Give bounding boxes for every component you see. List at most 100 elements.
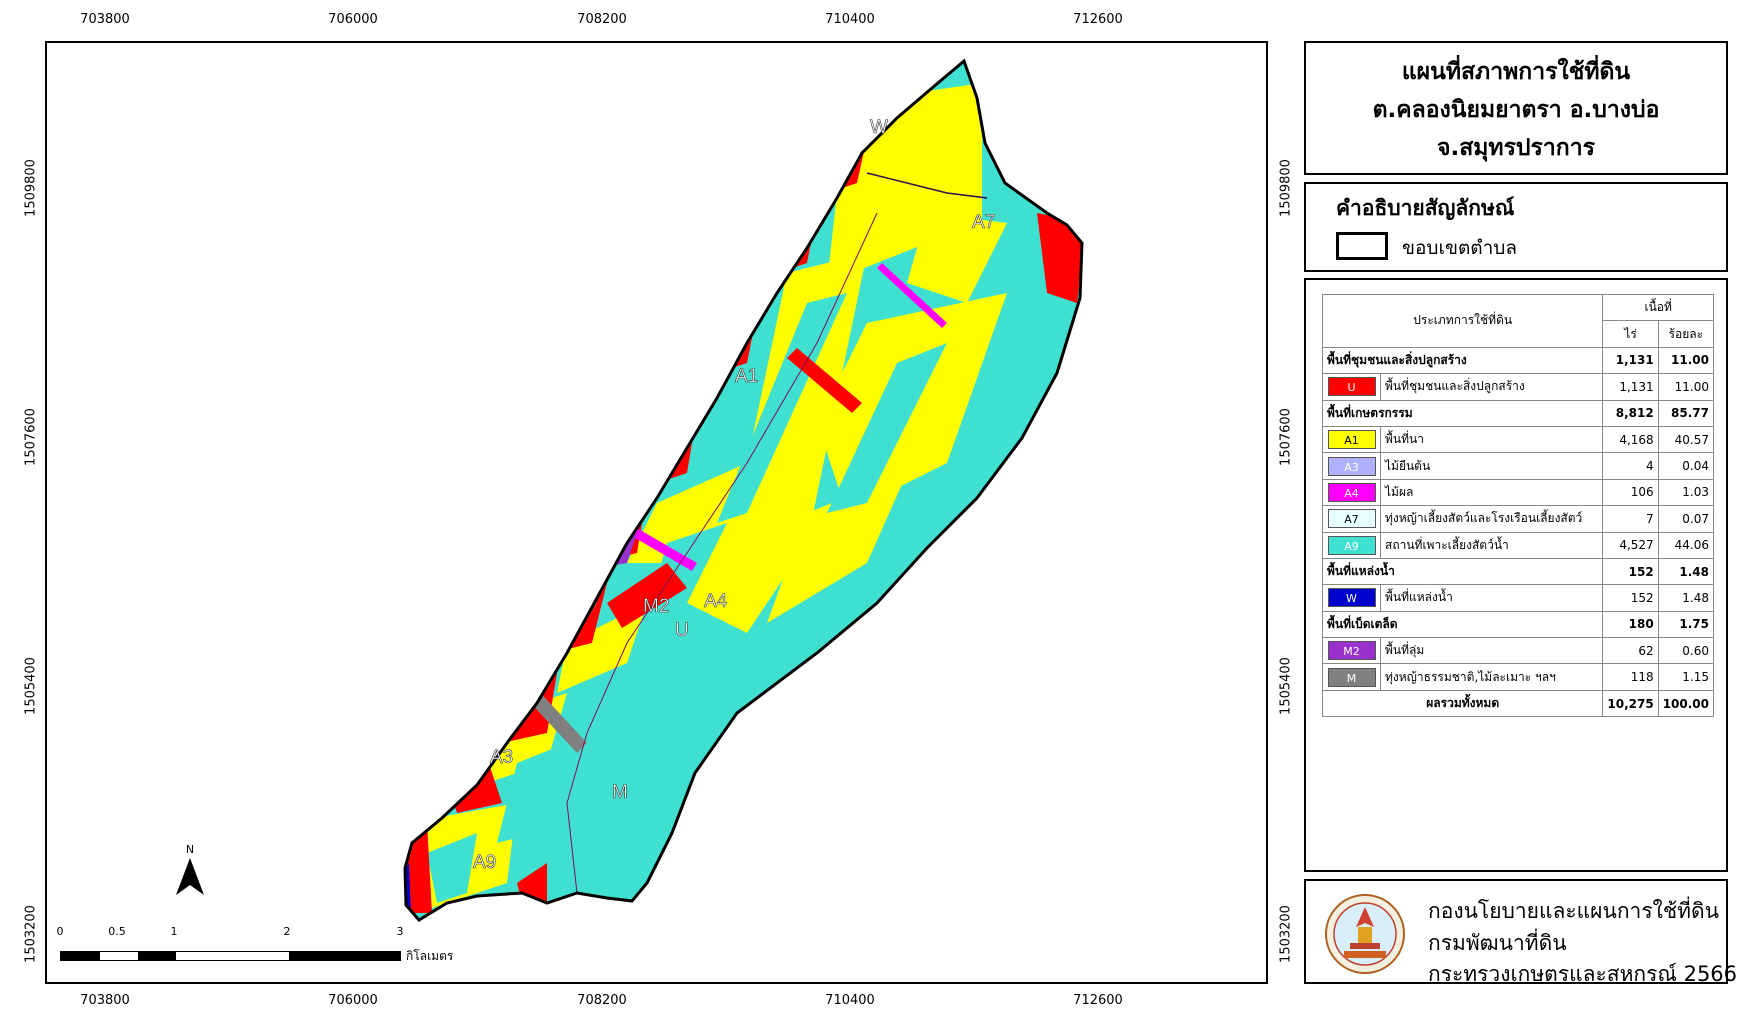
label-W: W (870, 117, 888, 138)
paddy-field-polygon (907, 213, 1007, 303)
land-use-row: A9 สถานที่เพาะเลี้ยงสัตว์น้ำ 4,527 44.06 (1322, 531, 1715, 559)
map-frame: W A7 A1 M2 A4 U A3 M A9 N (45, 41, 1268, 984)
land-use-row: W พื้นที่แหล่งน้ำ 152 1.48 (1322, 584, 1715, 612)
scale-bar (60, 951, 401, 961)
land-use-rai: 4,168 (1602, 425, 1659, 454)
map-title-line1: แผนที่สภาพการใช้ที่ดิน (1401, 59, 1631, 85)
total-rai: 10,275 (1602, 689, 1659, 718)
label-A1: A1 (735, 366, 758, 387)
land-use-percent: 0.04 (1657, 452, 1715, 480)
header-percent: ร้อยละ (1657, 320, 1715, 348)
category-rai: 1,131 (1602, 346, 1659, 375)
land-use-row: A3 ไม้ยืนต้น 4 0.04 (1322, 452, 1715, 480)
category-rai: 152 (1602, 557, 1659, 586)
land-use-rai: 106 (1602, 478, 1659, 507)
label-A7: A7 (972, 212, 995, 233)
scale-tick-label: 0 (56, 925, 64, 938)
land-use-percent: 44.06 (1657, 531, 1715, 559)
scale-tick-label: 1 (170, 925, 178, 938)
grid-x-tick-bottom: 708200 (577, 993, 627, 1008)
land-use-rai: 4,527 (1602, 531, 1659, 559)
aquaculture-polygon (717, 293, 847, 523)
category-percent: 11.00 (1657, 346, 1715, 375)
category-label: พื้นที่เกษตรกรรม (1321, 399, 1604, 427)
grid-y-tick-right: 1509800 (1278, 159, 1294, 217)
land-use-label: ทุ่งหญ้าธรรมชาติ,ไม้ละเมาะ ฯลฯ (1379, 663, 1604, 691)
land-use-rai: 152 (1602, 584, 1659, 612)
land-use-label: ไม้ยืนต้น (1379, 452, 1604, 480)
subdistrict-boundary (403, 58, 1084, 922)
label-M2: M2 (643, 596, 669, 617)
land-use-rai: 7 (1602, 505, 1659, 533)
north-arrow-icon (176, 858, 204, 895)
land-use-swatch: A1 (1327, 430, 1376, 450)
land-use-row: A7 ทุ่งหญ้าเลี้ยงสัตว์และโรงเรือนเลี้ยงสั… (1322, 505, 1715, 533)
scale-tick-label: 0.5 (108, 925, 126, 938)
label-A4: A4 (704, 591, 728, 612)
grid-y-tick-left: 1503200 (23, 905, 39, 963)
land-use-row: A4 ไม้ผล 106 1.03 (1322, 478, 1715, 507)
category-percent: 1.75 (1657, 610, 1715, 639)
scale-tick-label: 2 (283, 925, 291, 938)
community-polygon (787, 348, 862, 413)
grid-x-tick-bottom: 706000 (328, 993, 378, 1008)
table-body: พื้นที่ชุมชนและสิ่งปลูกสร้าง 1,131 11.00 U พ… (1321, 346, 1715, 691)
land-use-map[interactable]: W A7 A1 M2 A4 U A3 M A9 N (47, 43, 1266, 982)
grid-x-tick-top: 708200 (577, 12, 627, 27)
category-row: พื้นที่แหล่งน้ำ 152 1.48 (1321, 557, 1715, 586)
land-use-percent: 1.15 (1657, 663, 1715, 691)
category-rai: 180 (1602, 610, 1659, 639)
land-use-swatch: M2 (1327, 641, 1376, 661)
category-percent: 1.48 (1657, 557, 1715, 586)
legend-title: คำอธิบายสัญลักษณ์ (1336, 196, 1515, 220)
aquaculture-polygon (497, 743, 567, 843)
land-use-swatch: A4 (1327, 482, 1376, 502)
land-use-percent: 0.07 (1657, 505, 1715, 533)
land-use-percent: 0.60 (1657, 637, 1715, 665)
grid-y-tick-left: 1507600 (23, 408, 39, 466)
land-use-rai: 62 (1602, 637, 1659, 665)
community-polygon (607, 563, 687, 628)
legend-box: คำอธิบายสัญลักษณ์ ขอบเขตตำบล (1304, 182, 1728, 272)
header-type: ประเภทการใช้ที่ดิน (1321, 294, 1604, 348)
swatch-cell: W (1322, 584, 1381, 612)
land-use-percent: 1.48 (1657, 584, 1715, 612)
department-seal-icon (1325, 894, 1405, 974)
category-row: พื้นที่ชุมชนและสิ่งปลูกสร้าง 1,131 11.00 (1321, 346, 1715, 375)
paddy-field-polygon (767, 473, 907, 623)
land-use-swatch: W (1327, 588, 1376, 608)
category-label: พื้นที่ชุมชนและสิ่งปลูกสร้าง (1321, 346, 1604, 375)
grid-y-tick-right: 1507600 (1278, 408, 1294, 466)
header-rai: ไร่ (1602, 320, 1659, 348)
swatch-cell: A9 (1322, 531, 1381, 559)
land-use-percent: 11.00 (1657, 373, 1715, 401)
grassland-scrub-polygon (555, 578, 597, 611)
boundary-label: ขอบเขตตำบล (1402, 237, 1517, 259)
aquaculture-polygon (827, 343, 947, 513)
fruit-orchard-polygon (877, 263, 947, 328)
scale-tick-label: 3 (396, 925, 404, 938)
land-use-swatch: U (1327, 377, 1376, 397)
land-use-rai: 118 (1602, 663, 1659, 691)
grid-y-tick-right: 1503200 (1278, 905, 1294, 963)
grid-x-tick-top: 706000 (328, 12, 378, 27)
agency-line3: กระทรวงเกษตรและสหกรณ์ 2566 (1428, 962, 1738, 986)
land-use-swatch: A3 (1327, 456, 1376, 476)
category-rai: 8,812 (1602, 399, 1659, 427)
land-use-row: A1 พื้นที่นา 4,168 40.57 (1322, 425, 1715, 454)
land-use-swatch: A9 (1327, 535, 1376, 555)
grid-y-tick-left: 1509800 (23, 159, 39, 217)
grid-x-tick-bottom: 710400 (825, 993, 875, 1008)
map-title-box: แผนที่สภาพการใช้ที่ดิน ต.คลองนิยมยาตรา อ… (1304, 41, 1728, 175)
category-label: พื้นที่เบ็ดเตล็ด (1321, 610, 1604, 639)
grid-y-tick-right: 1505400 (1278, 657, 1294, 715)
land-use-table-box: ประเภทการใช้ที่ดิน เนื้อที่ ไร่ ร้อยละ พ… (1304, 278, 1728, 872)
grid-x-tick-bottom: 703800 (80, 993, 130, 1008)
map-zone-labels: W A7 A1 M2 A4 U A3 M A9 (473, 117, 996, 874)
land-use-label: สถานที่เพาะเลี้ยงสัตว์น้ำ (1379, 531, 1604, 559)
community-polygon (1042, 163, 1082, 203)
land-use-label: พื้นที่ลุ่ม (1379, 637, 1604, 665)
swatch-cell: A3 (1322, 452, 1381, 480)
swatch-cell: A4 (1322, 478, 1381, 507)
grid-y-tick-left: 1505400 (23, 657, 39, 715)
